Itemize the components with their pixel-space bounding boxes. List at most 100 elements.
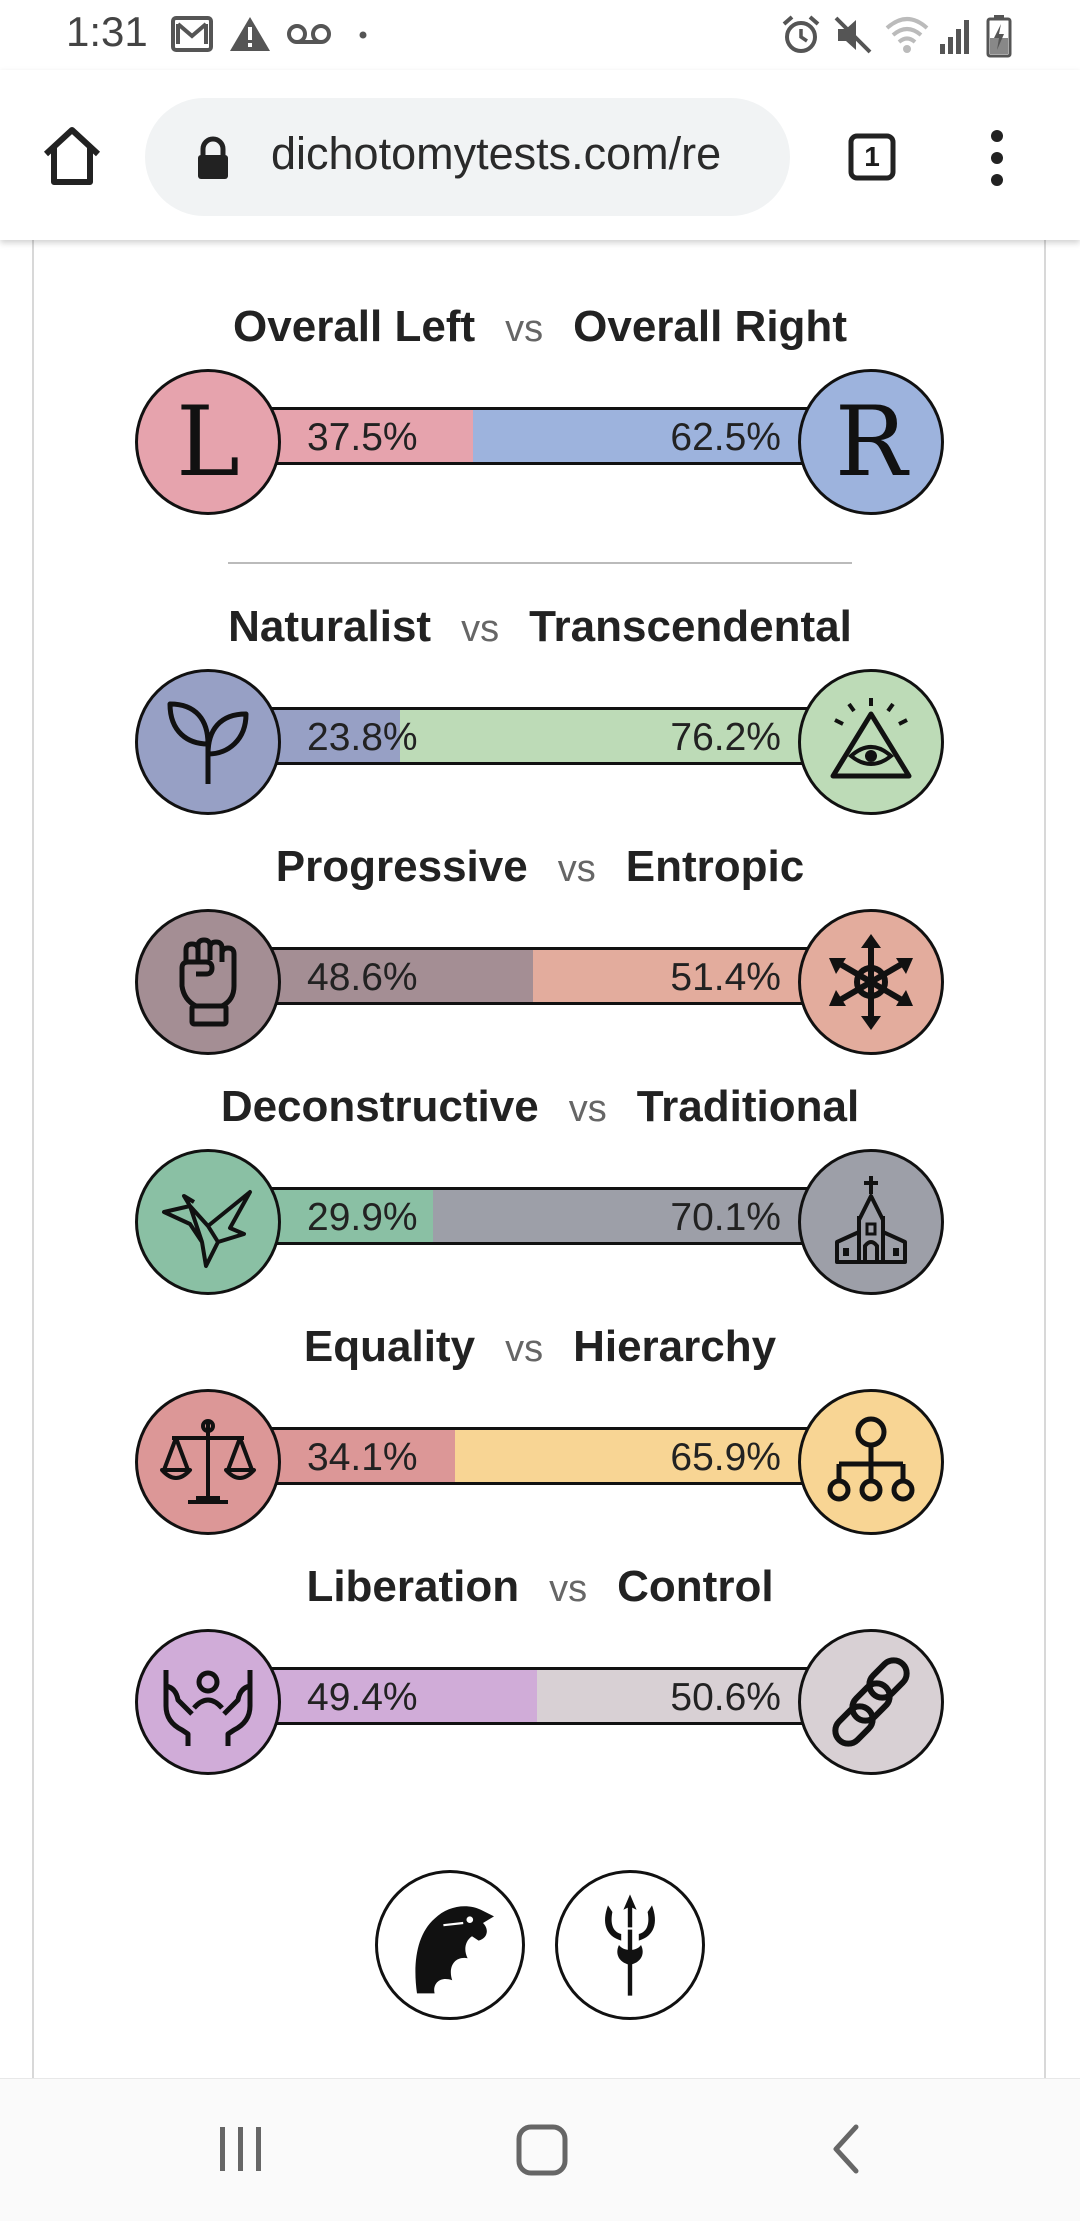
vs-label: vs [549, 1568, 588, 1610]
battery-icon [986, 15, 1012, 58]
footer-eagle-badge[interactable] [375, 1870, 525, 2020]
tab-count: 1 [864, 141, 880, 172]
alarm-icon [782, 15, 820, 53]
result-bar-liberation-control: 49.4% 50.6% [270, 1667, 810, 1725]
progressive-badge [135, 909, 281, 1055]
right-segment [473, 410, 807, 462]
right-segment [455, 1430, 807, 1482]
left-percent: 37.5% [307, 416, 418, 459]
result-bar-equality-hierarchy: 34.1% 65.9% [270, 1427, 810, 1485]
all-seeing-eye-icon [830, 698, 912, 779]
vs-label: vs [568, 1088, 607, 1130]
result-bar-naturalist-transcendental: 23.8% 76.2% [270, 707, 810, 765]
left-segment [273, 410, 473, 462]
letter-r-icon: R [834, 386, 908, 498]
right-label: Transcendental [529, 602, 852, 651]
hands-person-icon [163, 1670, 253, 1746]
results-panel [32, 240, 1046, 2078]
chain-icon [832, 1657, 910, 1747]
right-percent: 51.4% [670, 956, 781, 999]
left-label: Deconstructive [220, 1082, 539, 1131]
left-segment [273, 710, 400, 762]
right-label: Overall Right [573, 302, 847, 351]
raised-fist-icon [179, 937, 237, 1027]
warning-icon [230, 17, 270, 51]
url-text[interactable]: dichotomytests.com/re [271, 128, 722, 179]
axis-title-equality-hierarchy: Equality vs Hierarchy [0, 1322, 1080, 1372]
hierarchy-badge [798, 1389, 944, 1535]
status-bar: 1:31 [0, 0, 1080, 70]
right-label: Hierarchy [573, 1322, 777, 1371]
left-segment [273, 1670, 537, 1722]
hierarchy-icon [827, 1416, 915, 1502]
tabs-button[interactable]: 1 [848, 133, 896, 181]
right-segment [533, 950, 807, 1002]
lock-icon [198, 136, 228, 179]
right-percent: 65.9% [670, 1436, 781, 1479]
gmail-icon [171, 16, 213, 52]
recents-icon[interactable] [216, 2119, 266, 2179]
vs-label: vs [557, 848, 596, 890]
entropic-badge [798, 909, 944, 1055]
axis-title-progressive-entropic: Progressive vs Entropic [0, 842, 1080, 892]
right-segment [433, 1190, 807, 1242]
letter-l-icon: L [176, 386, 240, 498]
left-label: Progressive [275, 842, 528, 891]
axis-title-naturalist-transcendental: Naturalist vs Transcendental [0, 602, 1080, 652]
right-percent: 62.5% [670, 416, 781, 459]
right-label: Control [617, 1562, 774, 1611]
right-segment [400, 710, 807, 762]
transcendental-badge [798, 669, 944, 815]
status-time: 1:31 [66, 8, 148, 55]
left-label: Overall Left [233, 302, 476, 351]
back-icon[interactable] [826, 2119, 866, 2179]
equality-badge [135, 1389, 281, 1535]
dot-icon [359, 31, 367, 39]
traditional-badge [798, 1149, 944, 1295]
wifi-icon [885, 17, 929, 53]
scales-icon [160, 1419, 256, 1504]
system-nav-bar [0, 2078, 1080, 2221]
tabs-icon [848, 133, 896, 181]
signal-icon [940, 20, 969, 54]
left-label: Naturalist [228, 602, 432, 651]
right-percent: 50.6% [670, 1676, 781, 1719]
mute-icon [834, 16, 872, 54]
axis-title-deconstructive-traditional: Deconstructive vs Traditional [0, 1082, 1080, 1132]
naturalist-badge [135, 669, 281, 815]
right-label: Entropic [625, 842, 805, 891]
result-bar-progressive-entropic: 48.6% 51.4% [270, 947, 810, 1005]
left-percent: 34.1% [307, 1436, 418, 1479]
vs-label: vs [505, 308, 544, 350]
home-nav-icon[interactable] [514, 2119, 570, 2179]
right-segment [537, 1670, 807, 1722]
footer-trident-badge[interactable] [555, 1870, 705, 2020]
more-icon[interactable] [982, 128, 1012, 188]
left-label: Liberation [306, 1562, 520, 1611]
left-segment [273, 950, 533, 1002]
left-percent: 29.9% [307, 1196, 418, 1239]
left-percent: 49.4% [307, 1676, 418, 1719]
left-percent: 48.6% [307, 956, 418, 999]
right-label: Traditional [636, 1082, 860, 1131]
axis-title-overall: Overall Left vs Overall Right [0, 302, 1080, 352]
voicemail-icon [287, 24, 331, 44]
url-bar[interactable]: dichotomytests.com/re [145, 98, 790, 216]
vs-label: vs [461, 608, 500, 650]
eagle-icon [415, 1906, 494, 1994]
chaos-star-icon [829, 934, 913, 1030]
control-badge [798, 1629, 944, 1775]
left-segment [273, 1190, 433, 1242]
origami-bird-icon [162, 1190, 252, 1268]
browser-toolbar: dichotomytests.com/re 1 [0, 70, 1080, 240]
result-bar-deconstructive-traditional: 29.9% 70.1% [270, 1187, 810, 1245]
liberation-badge [135, 1629, 281, 1775]
vs-label: vs [505, 1328, 544, 1370]
right-percent: 76.2% [670, 716, 781, 759]
home-icon[interactable] [36, 120, 108, 192]
result-bar-overall: 37.5% 62.5% [270, 407, 810, 465]
divider [228, 562, 852, 564]
overall-right-badge: R [798, 369, 944, 515]
sprout-icon [167, 701, 249, 784]
overall-left-badge: L [135, 369, 281, 515]
